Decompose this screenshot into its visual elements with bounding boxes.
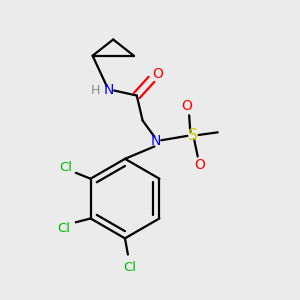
Text: S: S (188, 128, 198, 143)
Text: N: N (103, 82, 114, 97)
Text: H: H (90, 84, 100, 97)
Text: Cl: Cl (123, 261, 136, 274)
Text: Cl: Cl (58, 222, 70, 235)
Text: N: N (151, 134, 161, 148)
Text: O: O (152, 67, 164, 81)
Text: Cl: Cl (59, 161, 72, 174)
Text: O: O (195, 158, 206, 172)
Text: O: O (181, 99, 192, 113)
